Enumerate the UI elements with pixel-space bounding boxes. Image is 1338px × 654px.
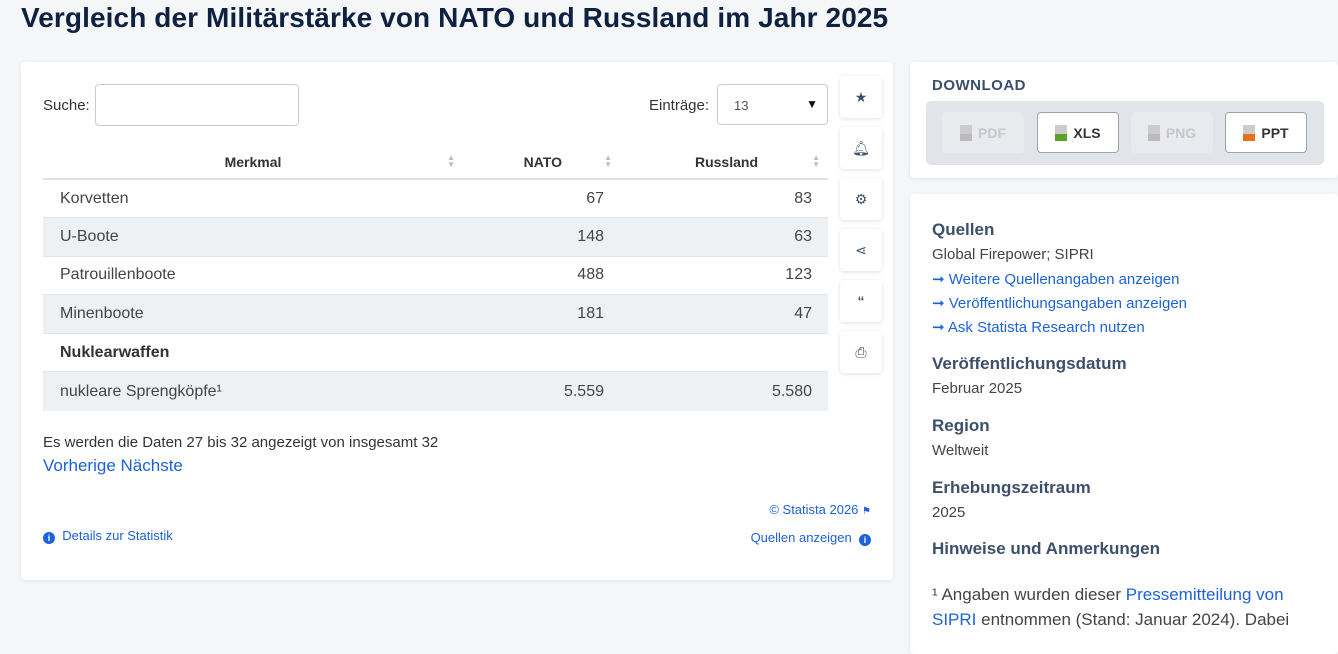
sort-icon: ▲ ▼	[604, 153, 612, 169]
survey-period-title: Erhebungszeitraum	[932, 478, 1091, 497]
sort-icon: ▲ ▼	[447, 153, 455, 169]
download-card: DOWNLOAD PDF XLS PNG PPT	[910, 62, 1338, 178]
next-page-link[interactable]: Nächste	[120, 456, 183, 475]
table-row: U-Boote 148 63	[43, 217, 828, 257]
sources-value: Global Firepower; SIPRI	[932, 246, 1094, 263]
print-icon[interactable]: ⎙	[840, 331, 882, 373]
table-row: Korvetten 67 83	[43, 178, 828, 218]
png-file-icon	[1147, 124, 1160, 141]
sources-title: Quellen	[932, 220, 995, 239]
download-title: DOWNLOAD	[932, 77, 1026, 94]
publication-date-title: Veröffentlichungsdatum	[932, 354, 1127, 373]
flag-icon: ⚑	[862, 506, 871, 517]
region-value: Weltweit	[932, 442, 989, 459]
entries-label: Einträge:	[649, 97, 710, 114]
chevron-down-icon: ▼	[806, 97, 818, 111]
publication-info-link[interactable]: ➞ Veröffentlichungsangaben anzeigen	[932, 295, 1188, 312]
column-header-merkmal[interactable]: Merkmal ▲ ▼	[43, 145, 463, 180]
quote-icon[interactable]: “	[840, 280, 882, 322]
bell-icon[interactable]: 🔔︎	[840, 127, 882, 169]
pagination-info: Es werden die Daten 27 bis 32 angezeigt …	[43, 434, 439, 451]
share-icon[interactable]: ⋖	[840, 229, 882, 271]
sort-icon: ▲ ▼	[812, 153, 820, 169]
more-sources-link[interactable]: ➞ Weitere Quellenangaben anzeigen	[932, 271, 1180, 288]
notes-title: Hinweise und Anmerkungen	[932, 539, 1160, 558]
statistic-info-card: Quellen Global Firepower; SIPRI ➞ Weiter…	[910, 194, 1338, 654]
ask-research-link[interactable]: ➞ Ask Statista Research nutzen	[932, 319, 1145, 336]
xls-file-icon	[1055, 124, 1068, 141]
column-header-nato[interactable]: NATO ▲ ▼	[463, 145, 620, 180]
ppt-file-icon	[1243, 124, 1256, 141]
star-icon[interactable]: ★	[840, 76, 882, 118]
column-header-russland[interactable]: Russland ▲ ▼	[620, 145, 828, 180]
download-png-button[interactable]: PNG	[1131, 112, 1213, 153]
details-link[interactable]: i Details zur Statistik	[43, 528, 173, 544]
download-pdf-button[interactable]: PDF	[942, 112, 1024, 153]
search-label: Suche:	[43, 97, 90, 114]
statistic-table-card: Suche: Einträge: 13 ▼ Merkmal ▲ ▼ NATO ▲ ▼ R…	[21, 62, 893, 580]
survey-period-value: 2025	[932, 504, 966, 521]
data-table: Merkmal ▲ ▼ NATO ▲ ▼ Russland ▲ ▼ Korvetten 67 8…	[43, 145, 828, 411]
publication-date-value: Februar 2025	[932, 380, 1023, 397]
search-input[interactable]	[95, 84, 299, 126]
pdf-file-icon	[960, 124, 972, 141]
show-sources-link[interactable]: Quellen anzeigen i	[751, 530, 871, 546]
entries-select[interactable]: 13 ▼	[717, 84, 828, 125]
page-title: Vergleich der Militärstärke von NATO und…	[21, 2, 889, 33]
table-row-group-header: Nuklearwaffen	[43, 332, 828, 372]
download-xls-button[interactable]: XLS	[1037, 112, 1119, 153]
info-icon: i	[43, 532, 55, 544]
table-row: Patrouillenboote 488 123	[43, 255, 828, 295]
previous-page-link[interactable]: Vorherige	[43, 456, 116, 475]
entries-value: 13	[734, 98, 749, 113]
gear-icon[interactable]: ⚙	[840, 178, 882, 220]
region-title: Region	[932, 416, 990, 435]
copyright-link[interactable]: © Statista 2026 ⚑	[769, 502, 871, 517]
press-release-link[interactable]: Pressemitteilung von SIPRI	[932, 585, 1284, 629]
info-icon: i	[859, 534, 871, 546]
table-row: nukleare Sprengköpfe¹ 5.559 5.580	[43, 371, 828, 411]
download-ppt-button[interactable]: PPT	[1225, 112, 1307, 153]
table-row: Minenboote 181 47	[43, 294, 828, 334]
notes-text: ¹ Angaben wurden dieser Pressemitteilung…	[932, 585, 1290, 629]
